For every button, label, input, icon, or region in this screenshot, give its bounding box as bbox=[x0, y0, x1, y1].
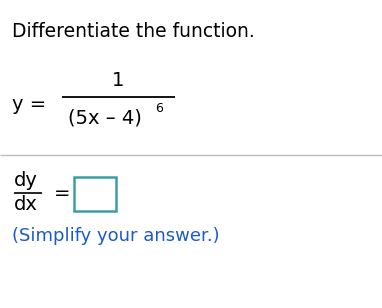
Text: dy: dy bbox=[14, 172, 38, 191]
Text: (5x – 4): (5x – 4) bbox=[68, 108, 142, 128]
Text: 1: 1 bbox=[112, 71, 125, 90]
Text: (Simplify your answer.): (Simplify your answer.) bbox=[12, 227, 220, 245]
Text: y =: y = bbox=[12, 95, 46, 115]
Text: Differentiate the function.: Differentiate the function. bbox=[12, 22, 255, 41]
Text: 6: 6 bbox=[155, 102, 163, 115]
FancyBboxPatch shape bbox=[74, 177, 116, 211]
Text: dx: dx bbox=[14, 196, 38, 214]
Text: =: = bbox=[54, 184, 71, 202]
